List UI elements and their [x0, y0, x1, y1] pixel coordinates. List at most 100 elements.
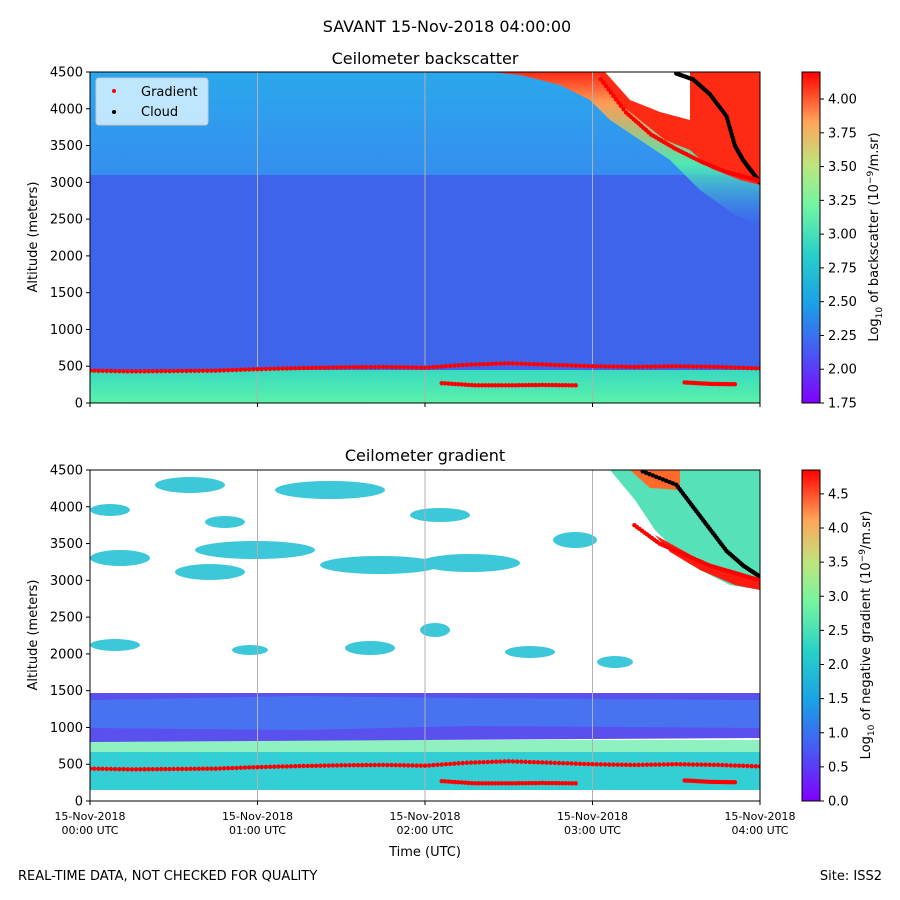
data-point — [563, 781, 568, 786]
data-point — [196, 766, 202, 771]
data-point — [117, 368, 122, 374]
data-point — [456, 363, 461, 368]
colorbar-ticks: 1.75 2.00 2.25 2.50 2.75 3.00 3.25 3.50 3.75 4.00 — [820, 93, 857, 412]
data-point — [460, 760, 465, 766]
data-point — [91, 766, 97, 771]
data-point — [318, 763, 323, 768]
data-point — [594, 364, 599, 369]
data-point — [446, 381, 451, 386]
data-point — [376, 762, 382, 768]
data-point — [469, 780, 475, 786]
data-point — [513, 383, 518, 388]
data-point — [96, 368, 101, 373]
data-point — [550, 382, 555, 388]
y-tick-label: 0 — [75, 795, 83, 810]
data-point — [192, 766, 197, 772]
data-point — [496, 383, 501, 388]
data-point — [318, 365, 323, 370]
data-point — [486, 383, 491, 388]
data-point — [443, 364, 449, 369]
data-point — [167, 368, 172, 374]
data-point — [643, 470, 649, 475]
data-point — [452, 779, 458, 785]
data-point — [660, 477, 666, 482]
data-point — [397, 365, 403, 370]
heatmap-cloud-core — [630, 470, 680, 490]
data-point — [380, 762, 386, 768]
x-axis: 15-Nov-2018 00:00 UTC 15-Nov-2018 01:00 UTC… — [54, 801, 796, 837]
panel-gradient: Ceilometer gradient — [26, 446, 877, 860]
data-point — [439, 380, 444, 386]
series-gradient-top-right — [598, 77, 760, 184]
data-point — [477, 362, 482, 367]
data-point — [514, 759, 520, 764]
colorbar-tick-label: 2.00 — [828, 363, 857, 378]
data-point — [573, 761, 578, 766]
data-point — [167, 766, 172, 772]
data-point — [682, 762, 687, 767]
data-point — [171, 368, 176, 374]
data-point — [502, 759, 507, 764]
colorbar-tick-label: 2.5 — [828, 624, 849, 639]
data-point — [334, 763, 340, 768]
data-point — [142, 369, 147, 374]
data-point — [621, 106, 626, 112]
data-point — [463, 382, 468, 387]
data-point — [523, 361, 528, 367]
data-point — [263, 366, 269, 372]
data-point — [602, 762, 608, 767]
data-point — [506, 361, 511, 366]
data-point — [343, 763, 348, 768]
data-point — [611, 93, 616, 99]
data-point — [104, 766, 109, 772]
data-point — [255, 366, 260, 372]
data-point — [565, 761, 570, 766]
data-point — [414, 763, 419, 768]
data-point — [690, 364, 696, 369]
data-point — [711, 364, 717, 370]
data-point — [469, 382, 475, 388]
colorbar-tick-label: 3.50 — [828, 160, 857, 175]
data-point — [616, 100, 621, 105]
y-tick-label: 3000 — [50, 176, 83, 191]
data-point — [536, 780, 542, 786]
data-point — [426, 763, 432, 768]
data-point — [556, 362, 562, 368]
data-point — [493, 759, 499, 764]
data-point — [509, 781, 515, 786]
colorbar-tick-label: 0.5 — [828, 760, 849, 775]
colorbar-tick-label: 0.0 — [828, 795, 849, 810]
data-point — [594, 762, 599, 767]
data-point — [483, 383, 488, 388]
data-point — [272, 366, 277, 371]
y-tick-label: 1500 — [50, 684, 83, 699]
data-point — [452, 363, 457, 368]
data-point — [546, 780, 552, 786]
data-point — [359, 762, 365, 768]
data-point — [703, 762, 708, 767]
data-point — [309, 763, 315, 769]
data-point — [234, 765, 239, 771]
data-point — [196, 368, 202, 373]
data-point — [724, 365, 729, 370]
y-axis: 0 500 1000 1500 2000 2500 3000 3500 4000 4500 — [50, 464, 90, 810]
y-tick-label: 1500 — [50, 286, 83, 301]
data-point — [138, 767, 143, 772]
data-point — [91, 368, 97, 373]
data-point — [267, 764, 273, 770]
data-point — [745, 763, 750, 769]
y-axis-label: Altitude (meters) — [26, 182, 41, 293]
data-point — [686, 364, 692, 369]
data-point — [540, 382, 545, 388]
data-point — [108, 766, 114, 772]
data-point — [476, 383, 481, 388]
data-point — [563, 383, 568, 388]
data-point — [280, 366, 285, 371]
heatmap-patch — [553, 532, 597, 548]
data-point — [146, 369, 151, 374]
legend-label-cloud: Cloud — [141, 105, 178, 120]
data-point — [230, 367, 235, 373]
data-point — [720, 762, 725, 768]
data-point — [669, 364, 675, 369]
heatmap-patch — [420, 554, 520, 572]
